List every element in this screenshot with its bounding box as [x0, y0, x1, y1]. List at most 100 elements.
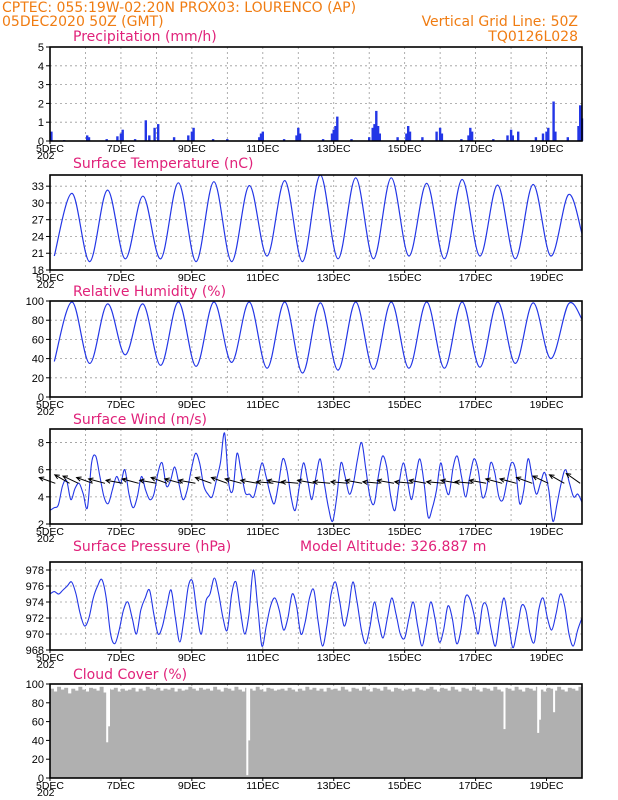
cloud-cover-column [425, 688, 430, 778]
x-tick-label: 11DEC [246, 652, 279, 664]
cloud-cover-column [323, 691, 328, 778]
cloud-cover-column [337, 690, 342, 778]
cloud-cover-column [252, 690, 257, 778]
wind-panel: 2 4 6 8 5DEC 7DEC 9DEC 11DEC 13DEC 15DEC 17DEC 19DE… [36, 412, 583, 545]
cloud-cover-column [312, 687, 317, 778]
precip-bar [469, 127, 472, 141]
cloud-cover-column [103, 692, 108, 778]
precip-bar [506, 135, 509, 141]
x-tick-label: 7DEC [107, 526, 135, 538]
precip-bar [440, 133, 444, 141]
cloud-cover-column [347, 691, 352, 778]
cloud-cover-dip [503, 684, 506, 730]
cloud-cover-column [397, 688, 402, 778]
cloud-cover-column [355, 688, 359, 778]
precip-bar [375, 110, 378, 141]
cloud-cover-column [262, 691, 267, 778]
precip-bar [119, 133, 123, 141]
cloud-cover-column [376, 688, 381, 778]
cloud-cover-column [170, 687, 175, 778]
cloud-cover-column [152, 689, 157, 778]
wind-vector-arrow [138, 478, 157, 484]
cloud-cover-column [50, 688, 54, 778]
cloud-cover-dip [553, 684, 556, 713]
cloud-cover-column [511, 690, 516, 778]
x-tick-label: 19DEC [530, 780, 564, 792]
series-line [49, 432, 583, 523]
precip-bar [105, 139, 108, 141]
x-tick-label: 17DEC [459, 143, 493, 155]
precip-bar [421, 137, 424, 141]
cloud-cover-column [188, 686, 193, 778]
series-line [49, 569, 583, 649]
cloud-cover-column [276, 689, 281, 778]
cloud-cover-column [163, 688, 168, 778]
x-year-label: 202 [37, 787, 55, 799]
wind-vector-arrow [223, 477, 242, 484]
precip-bar [460, 139, 463, 141]
y-tick-label: 27 [32, 215, 44, 227]
cloud-cover-dip [246, 684, 249, 776]
precip-bar [258, 137, 261, 141]
x-tick-label: 19DEC [530, 399, 564, 411]
x-tick-label: 5DEC [36, 526, 64, 538]
cloud-cover-column [167, 689, 171, 778]
cloud-cover-column [532, 690, 537, 778]
wind-vector-arrow [453, 479, 473, 485]
cloud-cover-column [333, 688, 338, 778]
x-tick-label: 15DEC [388, 272, 422, 284]
precip-bar [295, 135, 298, 141]
wind-vector-arrow [150, 476, 168, 484]
wind-vector-arrow [280, 479, 299, 485]
cloud-cover-column [220, 691, 225, 778]
cloud-cover-column [326, 687, 331, 778]
cloud-cover-column [507, 688, 512, 778]
cloud-cover-column [479, 691, 484, 778]
x-tick-label: 7DEC [107, 652, 135, 664]
cloud-cover-column [429, 686, 434, 778]
precip-bar [368, 137, 371, 141]
plot-frame [49, 174, 583, 271]
cloud-cover-column [305, 686, 310, 778]
cloud-cover-column [96, 690, 101, 778]
wind-vector-arrow [361, 479, 380, 485]
wind-vector-arrow [425, 479, 444, 485]
x-tick-label: 11DEC [246, 526, 279, 538]
header-run-time: 05DEC2020 50Z (GMT) [2, 14, 164, 30]
x-year-label: 202 [37, 406, 55, 418]
cloud-cover-column [237, 689, 242, 778]
x-tick-label: 13DEC [317, 652, 351, 664]
cloud-cover-column [301, 690, 306, 778]
wind-vector-arrow [53, 474, 70, 484]
y-tick-label: 4 [38, 61, 44, 73]
x-tick-label: 13DEC [317, 399, 351, 411]
y-tick-label: 40 [32, 354, 44, 366]
y-tick-label: 978 [26, 565, 44, 577]
cloud-cover-column [206, 688, 210, 778]
cloud-cover-column [454, 689, 459, 778]
cloud-cover-column [230, 690, 235, 778]
wind-vector-arrow [75, 476, 93, 484]
header-station: CPTEC: 055:19W-02:20N PROX03: LOURENCO (… [2, 0, 356, 16]
plot-frame [49, 300, 583, 398]
y-tick-label: 1 [38, 117, 44, 129]
y-tick-label: 33 [32, 181, 44, 193]
precip-bar [534, 137, 538, 141]
cloud-cover-column [475, 689, 480, 778]
x-tick-label: 5DEC [36, 780, 64, 792]
cloud-cover-column [564, 691, 569, 778]
cloud-cover-column [241, 691, 246, 778]
cloud-cover-column [106, 688, 111, 778]
cloud-cover-column [415, 687, 420, 778]
cloud-cover-column [550, 688, 555, 778]
precip-bar [298, 133, 302, 141]
precip-bar [407, 126, 410, 141]
wind-vector-arrow [484, 477, 503, 484]
precip-bar [467, 135, 470, 141]
precip-bar [148, 135, 151, 141]
wind-vector-arrow [210, 476, 228, 484]
cloud-cover-column [227, 688, 232, 778]
cloud-cover-column [486, 688, 491, 778]
cloud-cover-column [294, 691, 299, 778]
cloud-cover-column [184, 689, 189, 778]
